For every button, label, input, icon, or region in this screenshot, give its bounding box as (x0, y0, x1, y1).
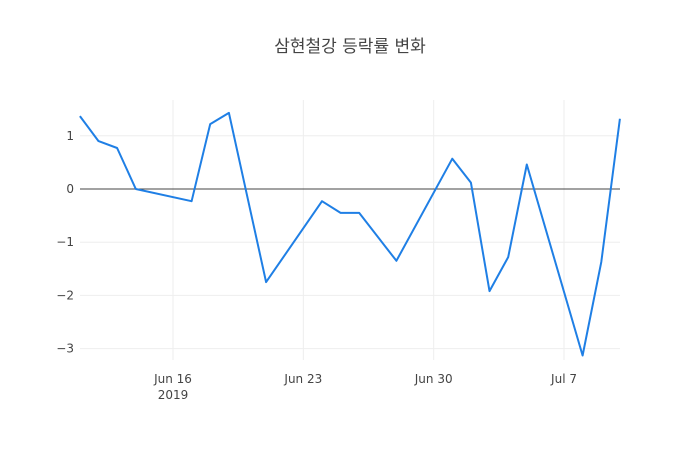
x-tick-label: Jul 7 (550, 372, 577, 386)
y-tick-label: 1 (66, 129, 74, 143)
chart-title: 삼현철강 등락률 변화 (274, 37, 426, 57)
y-tick-label: 0 (66, 182, 74, 196)
series-line (79, 111, 621, 357)
gridlines (80, 100, 620, 360)
x-tick-year: 2019 (158, 388, 189, 402)
x-tick-label: Jun 30 (414, 372, 453, 386)
y-tick-label: −2 (56, 288, 74, 302)
x-axis-ticks: Jun 16 2019 Jun 23 Jun 30 Jul 7 (153, 372, 577, 402)
y-tick-label: −1 (56, 235, 74, 249)
x-tick-label: Jun 16 (153, 372, 192, 386)
y-axis-ticks: 1 0 −1 −2 −3 (56, 129, 74, 356)
y-tick-label: −3 (56, 342, 74, 356)
x-tick-label: Jun 23 (283, 372, 322, 386)
